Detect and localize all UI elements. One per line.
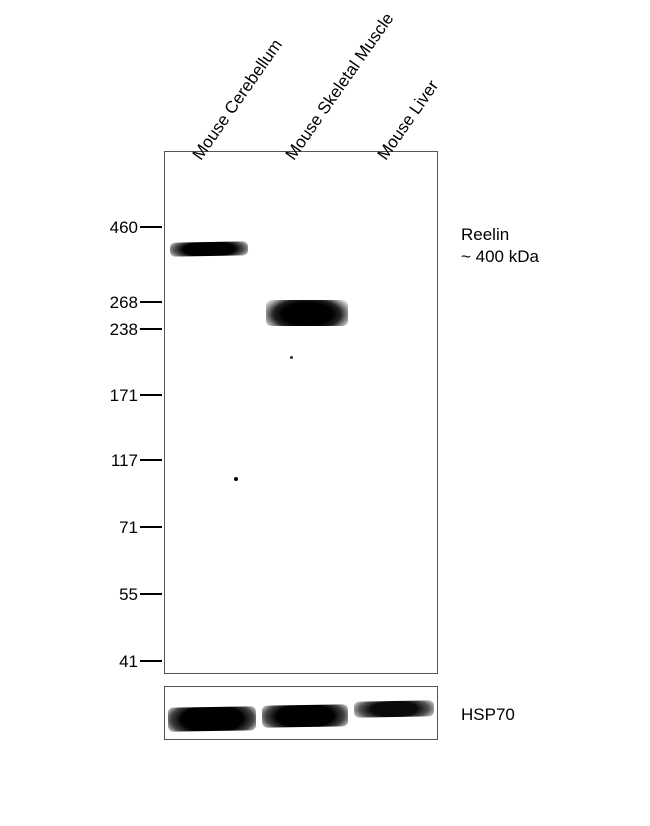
western-blot-figure: Mouse CerebellumMouse Skeletal MuscleMou…	[0, 0, 650, 826]
mw-marker-label: 71	[98, 518, 138, 538]
mw-marker-tick	[140, 593, 162, 595]
mw-marker-label: 117	[98, 451, 138, 471]
annotation-text: Reelin	[461, 225, 509, 245]
mw-marker-label: 171	[98, 386, 138, 406]
mw-marker-tick	[140, 660, 162, 662]
band-loading-1	[262, 704, 348, 727]
mw-marker-tick	[140, 328, 162, 330]
mw-marker-tick	[140, 394, 162, 396]
mw-marker-tick	[140, 301, 162, 303]
mw-marker-tick	[140, 459, 162, 461]
band-loading-2	[354, 700, 434, 717]
mw-marker-label: 55	[98, 585, 138, 605]
annotation-text: HSP70	[461, 705, 515, 725]
mw-marker-tick	[140, 226, 162, 228]
mw-marker-label: 238	[98, 320, 138, 340]
annotation-text: ~ 400 kDa	[461, 247, 539, 267]
band-main-1	[266, 300, 348, 326]
lane-label: Mouse Cerebellum	[189, 36, 287, 164]
mw-marker-label: 460	[98, 218, 138, 238]
speck-artifact	[290, 356, 293, 359]
main-blot-membrane	[164, 151, 438, 674]
mw-marker-label: 41	[98, 652, 138, 672]
mw-marker-tick	[140, 526, 162, 528]
mw-marker-label: 268	[98, 293, 138, 313]
speck-artifact	[234, 477, 238, 481]
band-loading-0	[168, 706, 256, 732]
band-main-0	[170, 241, 248, 256]
